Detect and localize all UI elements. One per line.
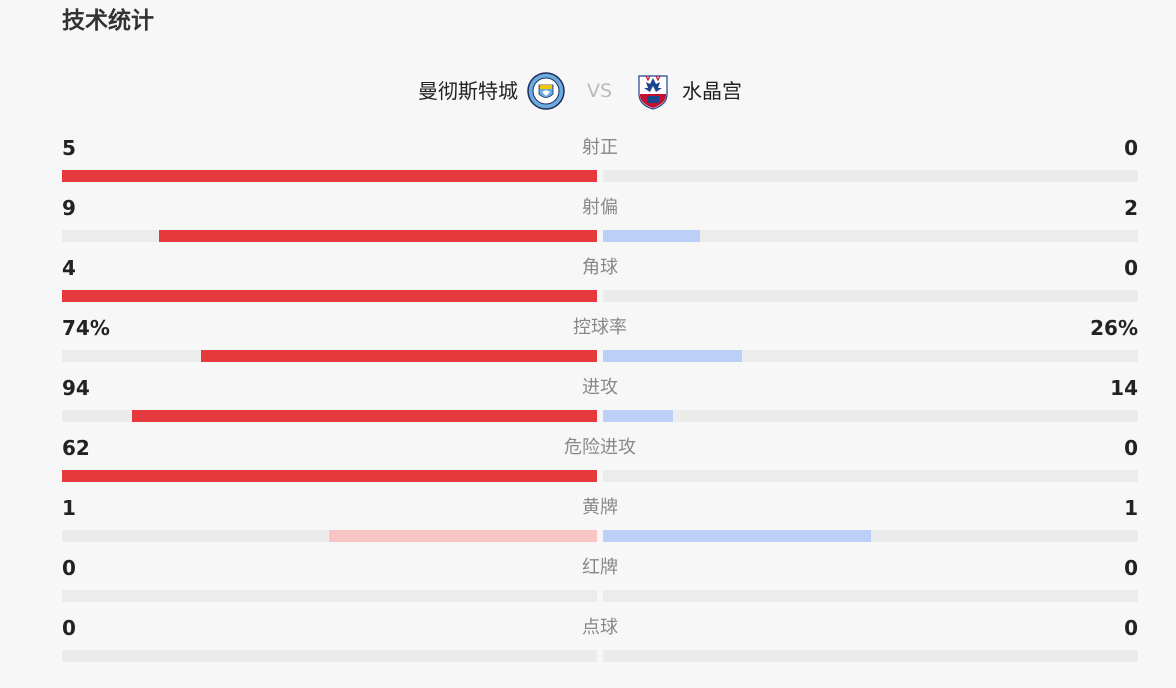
home-stat-value: 4: [62, 256, 76, 280]
home-stat-value: 94: [62, 376, 90, 400]
away-bar-track: [603, 590, 1138, 602]
away-stat-value: 2: [1124, 196, 1138, 220]
stat-row: 进攻 94 14: [62, 372, 1138, 432]
stat-label: 危险进攻: [564, 437, 636, 458]
home-bar-track: [62, 470, 597, 482]
away-stat-value: 14: [1110, 376, 1138, 400]
home-stat-value: 0: [62, 556, 76, 580]
home-stat-value: 5: [62, 136, 76, 160]
home-bar-track: [62, 590, 597, 602]
home-bar-fill: [159, 230, 597, 242]
away-team-name[interactable]: 水晶宫: [682, 79, 742, 103]
home-bar-fill: [62, 170, 597, 182]
away-stat-value: 0: [1124, 556, 1138, 580]
away-bar-track: [603, 410, 1138, 422]
home-stat-value: 0: [62, 616, 76, 640]
stat-row: 射正 5 0: [62, 132, 1138, 192]
home-stat-value: 74%: [62, 316, 110, 340]
away-stat-value: 0: [1124, 436, 1138, 460]
home-bar-fill: [201, 350, 597, 362]
away-bar-track: [603, 530, 1138, 542]
stat-label: 角球: [582, 257, 618, 278]
home-bar-track: [62, 650, 597, 662]
home-stat-value: 62: [62, 436, 90, 460]
away-stat-value: 26%: [1090, 316, 1138, 340]
home-bar-track: [62, 530, 597, 542]
away-bar-track: [603, 290, 1138, 302]
stat-label: 黄牌: [582, 497, 618, 518]
manchester-city-crest-icon[interactable]: [527, 72, 565, 110]
home-bar-fill: [62, 290, 597, 302]
away-bar-fill: [603, 230, 700, 242]
home-bar-fill: [132, 410, 597, 422]
stat-label: 点球: [582, 617, 618, 638]
away-stat-value: 1: [1124, 496, 1138, 520]
home-stat-value: 1: [62, 496, 76, 520]
stat-row: 控球率 74% 26%: [62, 312, 1138, 372]
home-bar-track: [62, 350, 597, 362]
vs-label: VS: [587, 80, 613, 102]
away-bar-track: [603, 170, 1138, 182]
stat-row: 黄牌 1 1: [62, 492, 1138, 552]
away-bar-track: [603, 650, 1138, 662]
stat-row: 危险进攻 62 0: [62, 432, 1138, 492]
home-bar-track: [62, 230, 597, 242]
home-bar-track: [62, 290, 597, 302]
home-stat-value: 9: [62, 196, 76, 220]
stat-label: 红牌: [582, 557, 618, 578]
stat-row: 角球 4 0: [62, 252, 1138, 312]
away-stat-value: 0: [1124, 616, 1138, 640]
home-bar-fill: [329, 530, 597, 542]
stat-label: 进攻: [582, 377, 618, 398]
away-bar-fill: [603, 530, 871, 542]
home-bar-track: [62, 170, 597, 182]
stat-row: 点球 0 0: [62, 612, 1138, 672]
stat-row: 射偏 9 2: [62, 192, 1138, 252]
away-stat-value: 0: [1124, 136, 1138, 160]
stat-label: 射偏: [582, 197, 618, 218]
away-bar-fill: [603, 410, 673, 422]
stat-label: 射正: [582, 137, 618, 158]
home-bar-fill: [62, 470, 597, 482]
away-bar-track: [603, 350, 1138, 362]
home-team-name[interactable]: 曼彻斯特城: [418, 79, 518, 103]
stats-list: 射正 5 0 射偏 9 2 角球 4 0 控球率 74% 26% 进攻 94 14 危险进攻 62 0 黄牌 1 1 红牌…: [62, 132, 1138, 672]
matchup-header: 曼彻斯特城 VS 水晶宫: [0, 70, 1176, 112]
away-bar-track: [603, 230, 1138, 242]
away-bar-track: [603, 470, 1138, 482]
stat-row: 红牌 0 0: [62, 552, 1138, 612]
section-title: 技术统计: [62, 8, 154, 34]
home-bar-track: [62, 410, 597, 422]
crystal-palace-crest-icon[interactable]: [636, 72, 670, 110]
stat-label: 控球率: [573, 317, 627, 338]
away-bar-fill: [603, 350, 742, 362]
away-stat-value: 0: [1124, 256, 1138, 280]
